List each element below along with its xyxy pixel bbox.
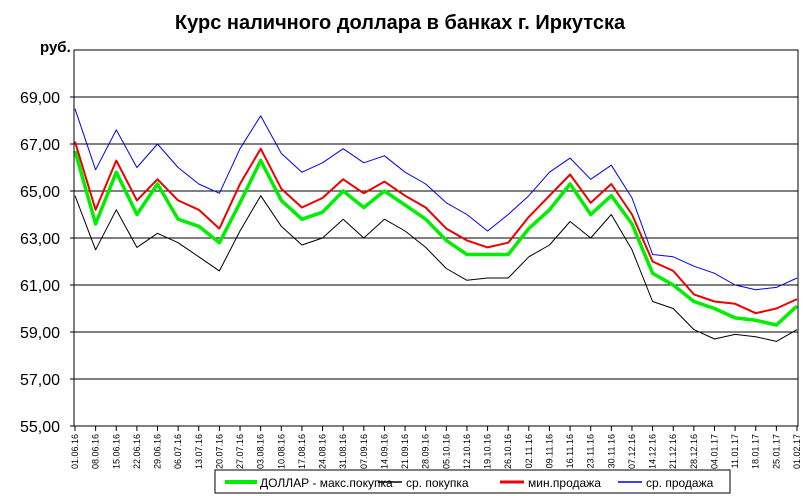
- x-tick-label: 23.11.16: [586, 434, 596, 468]
- legend-box: [214, 469, 731, 494]
- x-tick-label: 21.12.16: [668, 434, 678, 469]
- x-tick-label: 16.11.16: [565, 434, 575, 468]
- x-tick-label: 04.01.17: [709, 434, 719, 469]
- x-tick-label: 20.07.16: [214, 434, 224, 469]
- y-tick-label: 55,00: [20, 419, 60, 436]
- x-tick-label: 25.01.17: [771, 434, 781, 469]
- x-tick-label: 09.11.16: [544, 434, 554, 468]
- legend-label: ДОЛЛАР - макс.покупка: [260, 476, 393, 490]
- y-tick-label: 57,00: [20, 372, 60, 389]
- x-tick-label: 30.11.16: [606, 434, 616, 468]
- x-tick-label: 11.01.17: [730, 434, 740, 468]
- y-tick-label: 67,00: [20, 137, 60, 154]
- x-tick-label: 14.12.16: [648, 434, 658, 469]
- x-tick-label: 06.07.16: [173, 434, 183, 469]
- x-tick-label: 10.08.16: [276, 434, 286, 469]
- series-line-ср-продажа: [74, 108, 798, 291]
- x-tick-label: 21.09.16: [400, 434, 410, 469]
- legend: ДОЛЛАР - макс.покупка ср. покупка мин.прод…: [214, 469, 731, 494]
- x-tick-label: 07.12.16: [627, 434, 637, 469]
- x-tick-label: 13.07.16: [194, 434, 204, 469]
- y-tick-label: 69,00: [20, 90, 60, 107]
- y-axis-label: руб.: [40, 39, 71, 56]
- x-tick-label: 27.07.16: [235, 434, 245, 469]
- x-tick-label: 28.12.16: [689, 434, 699, 469]
- x-tick-label: 07.09.16: [359, 434, 369, 469]
- x-tick-label: 19.10.16: [483, 434, 493, 469]
- chart-title: Курс наличного доллара в банках г. Иркут…: [175, 12, 626, 34]
- x-tick-label: 31.08.16: [338, 434, 348, 469]
- y-tick-label: 65,00: [20, 184, 60, 201]
- x-tick-label: 12.10.16: [462, 434, 472, 469]
- x-tick-label: 17.08.16: [297, 434, 307, 469]
- y-tick-label: 59,00: [20, 325, 60, 342]
- x-tick-label: 15.06.16: [111, 434, 121, 469]
- legend-label: мин.продажа: [528, 476, 601, 490]
- series-line-мин-продажа: [74, 141, 798, 315]
- x-tick-label: 02.11.16: [524, 434, 534, 468]
- series-line-ср-покупка: [74, 195, 798, 342]
- series-line-ДОЛЛАР-макс-покупка: [73, 150, 799, 327]
- x-tick-label: 14.09.16: [379, 434, 389, 469]
- y-tick-label: 63,00: [20, 231, 60, 248]
- x-tick-label: 18.01.17: [751, 434, 761, 469]
- x-tick-label: 24.08.16: [318, 434, 328, 469]
- x-tick-label: 03.08.16: [256, 434, 266, 469]
- x-tick-label: 05.10.16: [441, 434, 451, 469]
- x-tick-label: 29.06.16: [153, 434, 163, 469]
- x-tick-label: 22.06.16: [132, 434, 142, 469]
- x-tick-label: 01.06.16: [70, 434, 80, 469]
- x-tick-label: 01.02.17: [792, 434, 802, 469]
- x-tick-label: 08.06.16: [91, 434, 101, 469]
- y-tick-label: 61,00: [20, 278, 60, 295]
- legend-label: ср. покупка: [406, 476, 469, 490]
- x-tick-label: 28.09.16: [421, 434, 431, 469]
- plot-border: [73, 49, 799, 427]
- legend-label: ср. продажа: [646, 476, 714, 490]
- x-tick-label: 26.10.16: [503, 434, 513, 469]
